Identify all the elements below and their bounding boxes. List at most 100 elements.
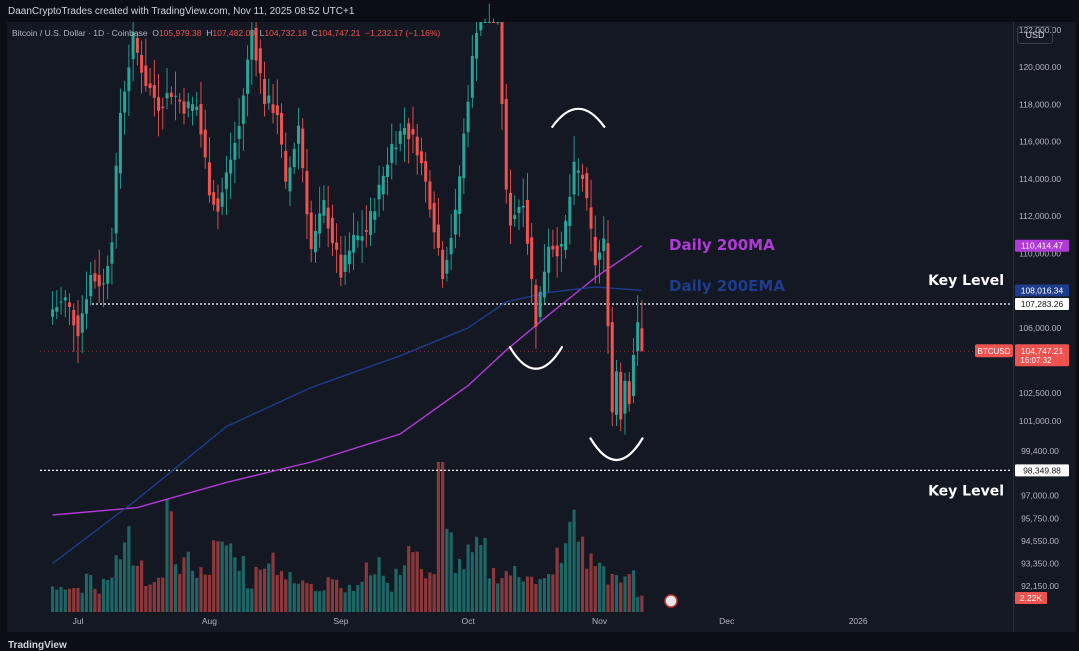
candle-body <box>224 172 228 190</box>
candle-body <box>237 126 241 140</box>
candle-body <box>627 381 631 404</box>
x-tick-label: 2026 <box>849 616 868 626</box>
plot-area[interactable] <box>7 22 1013 632</box>
candle-body <box>602 238 606 252</box>
volume-bar <box>483 537 487 612</box>
candle-body <box>318 213 322 234</box>
symbol-legend: Bitcoin / U.S. Dollar · 1D · Coinbase O1… <box>12 28 440 38</box>
open-value: 105,979.38 <box>158 28 202 38</box>
candle-body <box>55 307 59 312</box>
change-value: −1,232.17 (−1.16%) <box>365 28 441 38</box>
y-tick-label: 94,550.00 <box>1021 536 1059 546</box>
volume-bar <box>377 557 381 612</box>
candle-body <box>449 237 453 255</box>
candle-body <box>466 101 470 133</box>
candle-body <box>373 211 377 220</box>
candle-body <box>110 242 114 264</box>
tradingview-logo: TradingView <box>8 640 67 651</box>
candle-body <box>436 224 440 248</box>
candle-body <box>339 254 343 278</box>
candle-body <box>394 147 398 150</box>
volume-bar <box>568 521 572 612</box>
low-label: L <box>259 28 265 38</box>
volume-bar <box>534 583 538 612</box>
key-level-price-tag-lower: 98,349.88 <box>1023 465 1061 475</box>
btcusd-price-tag: 104,747.21 <box>1021 346 1064 356</box>
candle-body <box>619 371 623 420</box>
volume-bar <box>432 574 436 612</box>
y-tick-label: 99,400.00 <box>1021 446 1059 456</box>
candle-body <box>407 123 411 140</box>
candle-body <box>386 164 390 177</box>
currency-button[interactable]: USD <box>1017 26 1053 44</box>
volume-bar <box>513 566 517 612</box>
volume-bar <box>250 588 254 612</box>
volume-bar <box>335 579 339 612</box>
volume-bar <box>203 574 207 612</box>
key-level-label-lower: Key Level <box>928 483 1004 499</box>
volume-bar <box>521 581 525 612</box>
y-tick-label: 101,000.00 <box>1019 416 1062 426</box>
candle-body <box>458 176 462 214</box>
volume-bar <box>580 536 585 612</box>
ema-200-label: Daily 200EMA <box>669 277 785 295</box>
price-scale[interactable] <box>1013 22 1076 632</box>
volume-bar <box>97 593 101 612</box>
candle-body <box>195 106 199 110</box>
y-tick-label: 102,500.00 <box>1019 388 1062 398</box>
volume-bar <box>140 560 144 612</box>
volume-bar <box>385 582 390 612</box>
volume-bar <box>127 526 131 612</box>
candle-body <box>220 192 224 207</box>
candle-body <box>182 101 186 114</box>
volume-bar <box>559 562 563 612</box>
candle-body <box>576 170 580 173</box>
candle-body <box>271 104 275 113</box>
candle-body <box>186 101 190 109</box>
candle-body <box>453 209 457 235</box>
candle-body <box>280 112 284 145</box>
volume-bar <box>237 570 241 612</box>
volume-bar <box>131 565 135 612</box>
volume-bar <box>462 569 466 612</box>
volume-bar <box>564 543 568 612</box>
candle-body <box>360 236 364 241</box>
candle-body <box>564 220 568 251</box>
candle-body <box>559 244 563 247</box>
candle-body <box>326 207 330 229</box>
volume-bar <box>275 574 279 612</box>
candle-body <box>161 106 165 109</box>
x-tick-label: Oct <box>461 616 475 626</box>
candle-body <box>335 242 339 250</box>
volume-bar <box>631 570 636 612</box>
candle-body <box>568 196 572 226</box>
key-level-price-tag-upper: 107,283.26 <box>1021 299 1064 309</box>
volume-bar <box>398 574 402 612</box>
x-tick-label: Dec <box>719 616 735 626</box>
volume-bar <box>525 576 530 612</box>
volume-bar <box>627 574 631 612</box>
volume-bar <box>640 595 644 612</box>
candle-body <box>551 245 555 250</box>
volume-bar <box>254 566 258 612</box>
volume-bar <box>538 579 542 612</box>
volume-bar <box>466 544 470 612</box>
candle-body <box>288 167 292 192</box>
candle-body <box>470 56 474 98</box>
volume-bar <box>636 597 640 612</box>
candle-body <box>254 27 258 61</box>
candle-body <box>369 210 373 235</box>
candle-body <box>114 165 118 234</box>
candle-body <box>623 380 627 414</box>
volume-bar <box>318 591 322 612</box>
y-tick-label: 93,350.00 <box>1021 558 1059 568</box>
candle-body <box>640 328 644 352</box>
key-level-price-tag-lower-bg <box>1015 464 1069 477</box>
volume-bar <box>508 575 513 612</box>
volume-bar <box>479 545 483 612</box>
volume-bar <box>50 586 55 612</box>
volume-bar <box>593 566 597 612</box>
volume-bar <box>415 551 419 612</box>
candle-body <box>364 230 368 232</box>
